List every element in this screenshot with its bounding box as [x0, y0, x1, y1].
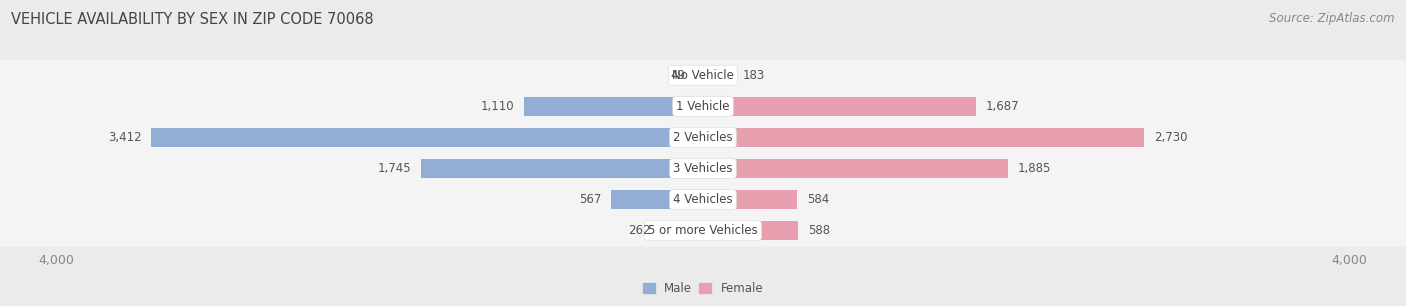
Text: 262: 262: [628, 224, 651, 237]
Bar: [703, 221, 799, 240]
Legend: Male, Female: Male, Female: [638, 278, 768, 300]
Text: 183: 183: [742, 69, 765, 82]
Bar: [152, 128, 703, 147]
Text: 588: 588: [808, 224, 830, 237]
Bar: [612, 190, 703, 209]
Text: 584: 584: [807, 193, 830, 206]
Text: 1,885: 1,885: [1018, 162, 1050, 175]
Text: 1,110: 1,110: [481, 100, 513, 113]
Bar: [703, 159, 1008, 178]
Text: 1,687: 1,687: [986, 100, 1019, 113]
Text: 4 Vehicles: 4 Vehicles: [673, 193, 733, 206]
Text: 3 Vehicles: 3 Vehicles: [673, 162, 733, 175]
Bar: [703, 97, 976, 116]
Text: No Vehicle: No Vehicle: [672, 69, 734, 82]
Text: 2 Vehicles: 2 Vehicles: [673, 131, 733, 144]
Text: Source: ZipAtlas.com: Source: ZipAtlas.com: [1270, 12, 1395, 25]
Text: 1 Vehicle: 1 Vehicle: [676, 100, 730, 113]
Text: 1,745: 1,745: [378, 162, 411, 175]
Text: 3,412: 3,412: [108, 131, 142, 144]
Bar: [703, 66, 733, 85]
Bar: [523, 97, 703, 116]
Text: 49: 49: [671, 69, 685, 82]
Text: 2,730: 2,730: [1154, 131, 1188, 144]
Text: VEHICLE AVAILABILITY BY SEX IN ZIP CODE 70068: VEHICLE AVAILABILITY BY SEX IN ZIP CODE …: [11, 12, 374, 27]
Text: 5 or more Vehicles: 5 or more Vehicles: [648, 224, 758, 237]
Bar: [420, 159, 703, 178]
Text: 567: 567: [579, 193, 602, 206]
Bar: [703, 128, 1144, 147]
Bar: [695, 66, 703, 85]
Bar: [703, 190, 797, 209]
Bar: [661, 221, 703, 240]
